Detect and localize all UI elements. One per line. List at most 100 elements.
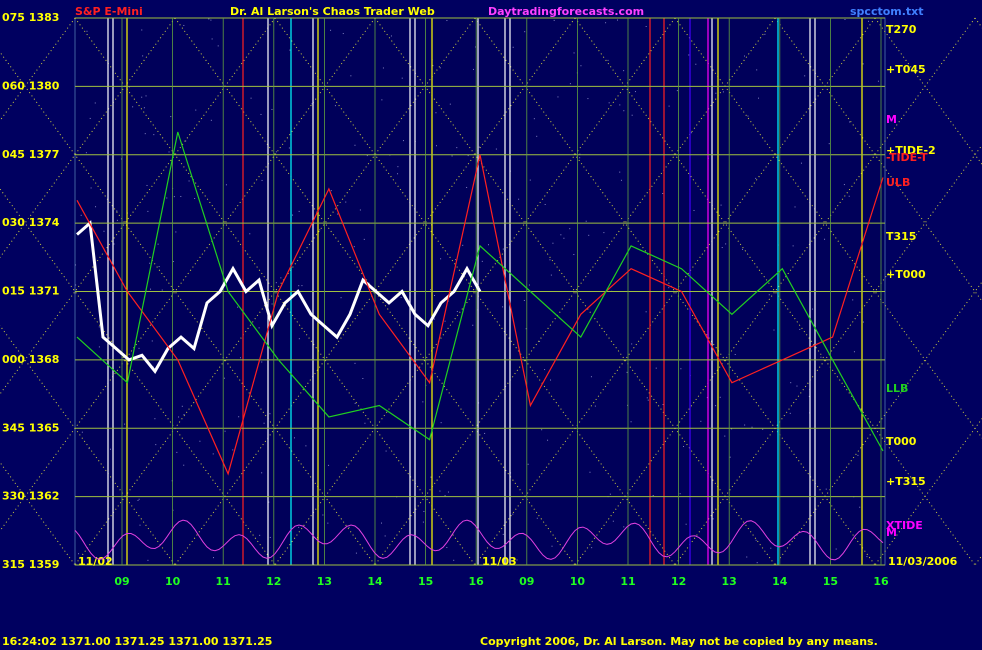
dot — [475, 46, 477, 48]
dot — [646, 397, 648, 399]
dot — [549, 259, 551, 261]
dot — [340, 297, 342, 299]
dot — [439, 490, 441, 492]
dot — [137, 499, 139, 501]
dot — [157, 243, 159, 245]
dot — [143, 107, 145, 109]
dot — [472, 324, 474, 326]
diagonal — [774, 17, 982, 302]
right-label: LLB — [886, 382, 908, 395]
dot — [731, 428, 733, 430]
dot — [86, 30, 88, 32]
dot — [138, 498, 140, 500]
right-label: T000 — [886, 435, 917, 448]
dot — [524, 31, 526, 33]
dot — [700, 420, 702, 422]
dot — [116, 219, 118, 221]
dot — [120, 158, 122, 160]
dot — [232, 449, 234, 451]
dot — [824, 238, 826, 240]
right-label: +T000 — [886, 268, 926, 281]
dot — [268, 501, 270, 503]
diagonal — [0, 188, 276, 566]
dot — [342, 33, 344, 35]
copyright: Copyright 2006, Dr. Al Larson. May not b… — [480, 635, 878, 648]
dot — [631, 343, 633, 345]
dot — [679, 493, 681, 495]
dot — [552, 242, 554, 244]
dot — [844, 19, 846, 21]
dot — [868, 20, 869, 22]
dot — [258, 327, 260, 329]
dot — [350, 75, 352, 77]
dot — [706, 397, 708, 399]
diagonal — [174, 17, 576, 566]
dot — [271, 108, 273, 110]
dot — [467, 155, 469, 157]
dot — [647, 399, 649, 401]
dot — [298, 338, 300, 340]
dot — [619, 104, 621, 106]
dot — [275, 151, 277, 153]
diagonal — [74, 17, 476, 566]
dot — [693, 209, 695, 211]
dot — [259, 534, 261, 536]
dot — [363, 238, 365, 240]
dot — [144, 133, 146, 135]
dot — [695, 63, 697, 65]
dot — [804, 75, 806, 77]
dot — [721, 247, 723, 249]
x-tick-label: 13 — [317, 575, 332, 588]
dot — [237, 306, 239, 308]
dot — [334, 105, 336, 107]
dot — [301, 285, 303, 287]
x-tick-label: 12 — [671, 575, 686, 588]
site: Daytradingforecasts.com — [488, 5, 644, 18]
dot — [623, 110, 625, 112]
diagonal — [774, 281, 982, 566]
dot — [330, 29, 332, 31]
right-label: +TIDE-2 — [886, 144, 936, 157]
dot — [533, 118, 535, 120]
dot — [238, 416, 240, 418]
dot — [354, 144, 356, 146]
x-tick-label: 14 — [367, 575, 383, 588]
dot — [89, 117, 91, 119]
dot — [382, 67, 384, 69]
dot — [544, 203, 546, 205]
dot — [166, 197, 168, 199]
dot — [322, 514, 324, 516]
dot — [857, 454, 859, 456]
dot — [116, 210, 118, 212]
dot — [852, 299, 854, 301]
dot — [573, 52, 575, 54]
dot — [124, 423, 126, 425]
dot — [397, 173, 399, 175]
diagonal — [0, 17, 376, 532]
y-tick-label: 015 1371 — [2, 285, 59, 298]
dot — [585, 220, 587, 222]
dot — [573, 254, 575, 256]
x-tick-label: 15 — [418, 575, 433, 588]
dot — [298, 210, 300, 212]
dot — [364, 422, 366, 424]
dot — [495, 148, 497, 150]
dot — [440, 422, 442, 424]
dot — [720, 204, 722, 206]
dot — [790, 382, 792, 384]
dot — [146, 184, 148, 186]
diagonal — [474, 17, 876, 566]
dot — [828, 143, 830, 145]
dot — [623, 526, 625, 528]
dot — [668, 287, 670, 289]
date-label: 11/03 — [482, 555, 517, 568]
dot — [607, 59, 609, 61]
dot — [626, 371, 628, 373]
diagonal — [274, 17, 676, 566]
dot — [591, 547, 593, 549]
dot — [327, 522, 329, 524]
dot — [239, 357, 241, 359]
dot — [462, 244, 464, 246]
dot — [835, 548, 837, 550]
